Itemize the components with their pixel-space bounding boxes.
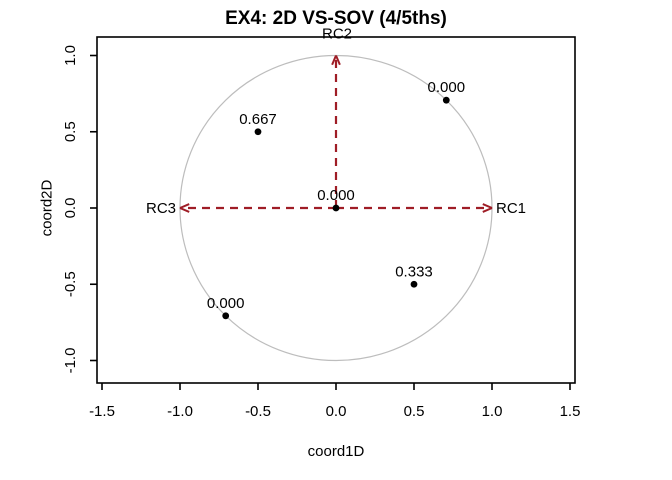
data-point [332, 204, 340, 212]
arrowhead [335, 55, 341, 66]
data-point [254, 128, 262, 136]
arrowhead [482, 207, 493, 213]
factor-arrow-label: RC1 [496, 200, 526, 217]
point-label: 0.000 [317, 187, 355, 204]
arrowhead [179, 207, 190, 213]
y-tick-label: 1.0 [62, 45, 79, 66]
data-point [410, 280, 418, 288]
y-tick-label: 0.0 [62, 198, 79, 219]
x-axis-title: coord1D [307, 443, 365, 460]
y-tick-label: -1.0 [62, 348, 79, 374]
point-label: 0.000 [428, 79, 466, 96]
arrowhead [482, 203, 493, 209]
x-tick-label: 1.0 [482, 403, 503, 420]
x-tick-label: 0.0 [326, 403, 347, 420]
arrowhead [331, 55, 337, 66]
factor-arrow-label: RC3 [146, 200, 176, 217]
x-tick-label: -0.5 [245, 403, 271, 420]
arrowhead [179, 203, 190, 209]
y-tick-label: 0.5 [62, 121, 79, 142]
point-label: 0.000 [207, 295, 245, 312]
point-label: 0.667 [239, 111, 277, 128]
factor-arrow-label: RC2 [322, 26, 352, 43]
x-tick-label: -1.5 [89, 403, 115, 420]
data-point [222, 312, 230, 320]
plot-title: EX4: 2D VS-SOV (4/5ths) [225, 8, 447, 29]
data-point [442, 96, 450, 104]
x-tick-label: 0.5 [404, 403, 425, 420]
x-tick-label: -1.0 [167, 403, 193, 420]
x-tick-label: 1.5 [560, 403, 581, 420]
point-label: 0.333 [395, 263, 433, 280]
y-tick-label: -0.5 [62, 271, 79, 297]
y-axis-title: coord2D [38, 179, 56, 237]
